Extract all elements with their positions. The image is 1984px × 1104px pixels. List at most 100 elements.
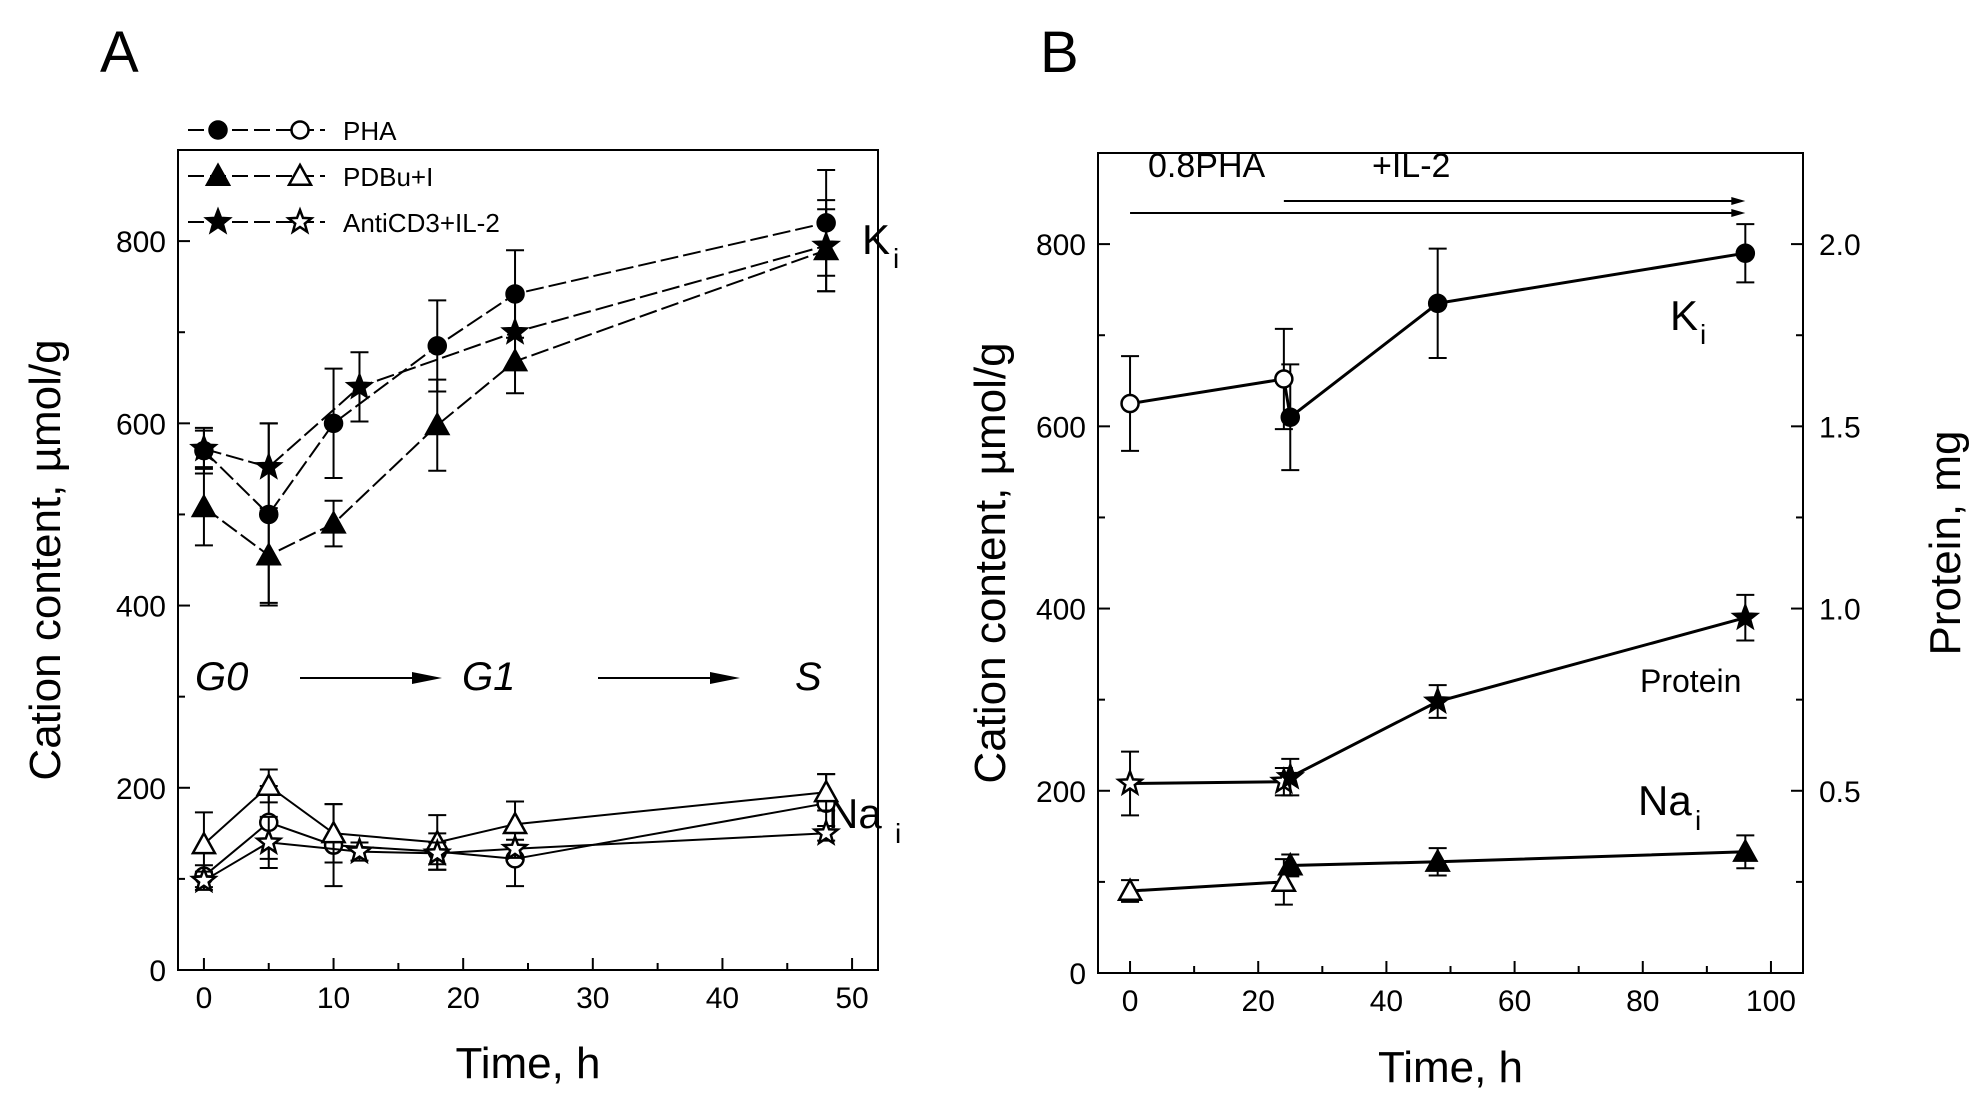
series-k-star [189, 199, 842, 512]
panel-b: B 0 20 40 60 80 100 0 200 400 600 800 0.5 1.0 1.5 2.0 T… [966, 20, 1970, 1092]
legend-label: AntiCD3+IL-2 [343, 208, 500, 238]
x-tick-label: 0 [1122, 985, 1139, 1018]
data-point [1730, 602, 1761, 631]
data-point [1275, 761, 1306, 790]
k-subscript: i [1700, 319, 1706, 350]
legend-entry: PHA [188, 116, 397, 146]
series-na-star [189, 815, 842, 894]
data-point [344, 371, 375, 400]
data-point [1277, 851, 1304, 876]
panel-b-series [1115, 223, 1761, 906]
data-point [344, 836, 375, 865]
panel-a-series [189, 169, 842, 894]
data-point [320, 819, 347, 844]
x-tick-label: 40 [1370, 985, 1403, 1018]
panel-a-axes: 0 10 20 30 40 50 0 200 400 600 800 Time, h Cation co… [21, 149, 879, 1088]
series-protein [1115, 593, 1761, 817]
series-line [203, 249, 827, 557]
y-axis-label: Cation content, µmol/g [21, 339, 70, 780]
legend-marker-filled [204, 162, 232, 187]
x-tick-label: 60 [1498, 985, 1531, 1018]
phase-arrow-g1-s [598, 672, 740, 684]
x-tick-label: 50 [835, 982, 868, 1015]
data-point [422, 837, 453, 866]
data-point [1270, 868, 1297, 892]
data-point [1115, 767, 1145, 797]
data-point [501, 810, 529, 835]
series-na-triangle [190, 768, 840, 878]
y-tick-label: 800 [1036, 229, 1086, 262]
data-point [190, 830, 218, 855]
panel-b-axes: 0 20 40 60 80 100 0 200 400 600 800 0.5 1.0 1.5 2.0 Tim… [966, 152, 1970, 1092]
x-tick-label: 80 [1626, 985, 1659, 1018]
series-line [203, 802, 827, 877]
x-tick-label: 100 [1746, 985, 1796, 1018]
y-tick-label: 600 [1036, 411, 1086, 444]
data-point [255, 541, 282, 566]
x-tick-label: 30 [576, 982, 609, 1015]
phase-arrow-g0-g1 [300, 672, 442, 684]
data-point [189, 865, 219, 894]
y-right-axis-label: Protein, mg [1921, 431, 1970, 656]
legend-marker-filled [208, 120, 228, 140]
data-point [253, 826, 284, 856]
k-label: K [1670, 292, 1698, 339]
k-subscript: i [893, 243, 899, 274]
legend-marker-filled [203, 206, 233, 235]
panel-b-plot-frame [1097, 152, 1804, 974]
x-tick-label: 10 [317, 982, 350, 1015]
series-line [203, 221, 827, 516]
y-tick-label: 400 [1036, 594, 1086, 627]
phase-g0-label: G0 [195, 655, 248, 699]
data-point [427, 336, 448, 356]
protein-label: Protein [1640, 663, 1741, 699]
data-point [1424, 848, 1451, 872]
series-k [1120, 223, 1756, 472]
data-point [189, 433, 219, 462]
y-right-tick-label: 0.5 [1819, 776, 1861, 809]
phase-g1-label: G1 [462, 655, 515, 699]
pha-arrow [1130, 209, 1746, 217]
y-tick-label: 0 [149, 955, 166, 988]
legend-marker-open [290, 120, 310, 140]
panel-b-letter: B [1040, 20, 1079, 85]
data-point [1735, 243, 1756, 263]
data-point [1732, 838, 1759, 862]
y-tick-label: 200 [1036, 776, 1086, 809]
data-point [1280, 407, 1301, 427]
na-subscript: i [1695, 805, 1701, 836]
x-axis-label: Time, h [455, 1039, 600, 1088]
y-tick-label: 600 [116, 408, 166, 441]
treatment-il2-label: +IL-2 [1372, 147, 1450, 185]
legend-entry: AntiCD3+IL-2 [188, 206, 500, 238]
x-axis-label: Time, h [1378, 1043, 1523, 1092]
na-label: Na [1638, 777, 1692, 824]
y-right-tick-label: 1.5 [1819, 411, 1861, 444]
x-tick-label: 0 [196, 982, 213, 1015]
data-point [1422, 685, 1453, 715]
y-right-tick-label: 1.0 [1819, 594, 1861, 627]
na-subscript: i [895, 818, 901, 849]
data-point [255, 772, 282, 797]
y-right-tick-label: 2.0 [1819, 229, 1861, 262]
data-point [811, 817, 842, 846]
data-point [323, 413, 344, 434]
data-point [424, 411, 451, 436]
panel-a-annotations: G0 G1 SK iNa i [195, 216, 901, 849]
data-point [500, 833, 530, 862]
il2-arrow [1283, 197, 1746, 205]
y-tick-label: 200 [116, 773, 166, 806]
k-label: K [862, 216, 890, 263]
panel-a-letter: A [100, 20, 139, 85]
data-point [1427, 293, 1448, 314]
legend-entry: PDBu+I [188, 162, 433, 192]
data-point [811, 230, 842, 259]
x-tick-label: 40 [706, 982, 739, 1015]
data-point [1120, 393, 1140, 414]
panel-a: A 0 10 20 30 40 50 0 200 400 600 800 Time, h Cation … [21, 20, 901, 1088]
legend-marker-open [286, 162, 314, 187]
data-point [253, 451, 284, 480]
data-point [500, 316, 530, 345]
